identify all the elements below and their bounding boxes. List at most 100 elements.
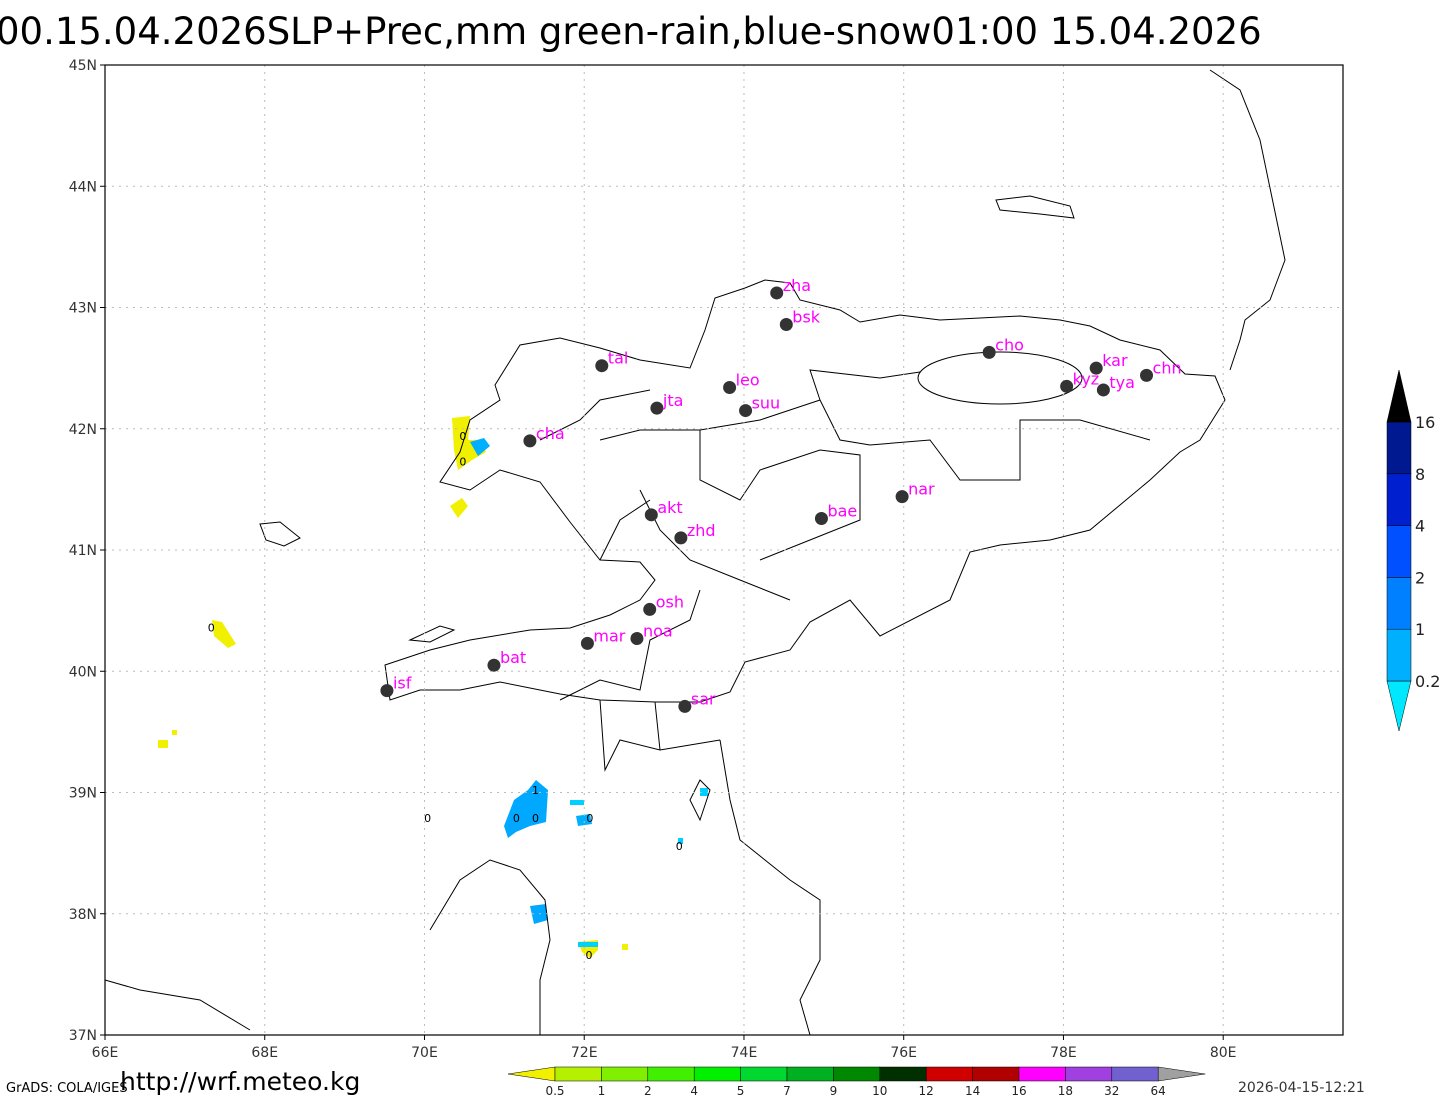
country-border — [384, 279, 1226, 703]
station-label: akt — [657, 498, 682, 517]
colorbar-label: 16 — [1415, 413, 1435, 432]
colorbar-label: 0.5 — [545, 1084, 564, 1098]
station — [643, 602, 657, 616]
station — [650, 401, 664, 415]
timestamp: 2026-04-15-12:21 — [1238, 1080, 1365, 1096]
colorbar-box — [554, 1066, 602, 1082]
colorbar-label: 7 — [783, 1084, 791, 1098]
colorbar-box — [879, 1066, 927, 1082]
station — [895, 490, 909, 504]
lake — [917, 351, 1083, 405]
station-label: cho — [995, 335, 1024, 354]
colorbar-box — [972, 1066, 1020, 1082]
station — [523, 434, 537, 448]
colorbar-box — [1386, 577, 1412, 630]
contour-label: 0 — [459, 430, 466, 443]
colorbar-box — [601, 1066, 649, 1082]
station — [644, 508, 658, 522]
title: 00.15.04.2026SLP+Prec,mm green-rain,blue… — [0, 10, 1262, 53]
colorbar-box — [925, 1066, 973, 1082]
colorbar-box — [1018, 1066, 1066, 1082]
country-border — [104, 859, 551, 1035]
station — [380, 684, 394, 698]
station — [630, 632, 644, 646]
colorbar-label: 2 — [644, 1084, 652, 1098]
colorbar-label: 1 — [598, 1084, 606, 1098]
station — [770, 286, 784, 300]
colorbar-label: 64 — [1151, 1084, 1166, 1098]
y-tick-label: 44N — [69, 179, 97, 195]
colorbar-label: 4 — [690, 1084, 698, 1098]
colorbar-box — [740, 1066, 788, 1082]
station-label: zhd — [687, 521, 716, 540]
station — [1140, 368, 1154, 382]
station — [1096, 383, 1110, 397]
station — [595, 359, 609, 373]
y-tick-label: 38N — [69, 907, 97, 923]
station-label: zha — [783, 276, 811, 295]
contour-label: 0 — [586, 949, 593, 962]
region-border — [559, 589, 721, 772]
colorbar-label: 8 — [1415, 465, 1425, 484]
station — [982, 345, 996, 359]
station — [1060, 379, 1074, 393]
contour-label: 0 — [208, 622, 215, 635]
station-label: tal — [608, 349, 629, 368]
precipitation — [158, 416, 708, 958]
station-label: leo — [736, 371, 760, 390]
x-tick-label: 78E — [1050, 1045, 1077, 1061]
station-label: jta — [662, 391, 684, 410]
station — [487, 658, 501, 672]
station — [723, 381, 737, 395]
contour-label: 0 — [513, 812, 520, 825]
colorbar-label: 4 — [1415, 517, 1425, 536]
contour-label: 1 — [532, 784, 539, 797]
station-label: mar — [593, 626, 625, 645]
x-tick-label: 68E — [251, 1045, 278, 1061]
borders — [104, 69, 1286, 1036]
colorbar-box — [1386, 421, 1412, 475]
station — [1089, 361, 1103, 375]
station — [678, 699, 692, 713]
region-border — [539, 369, 1151, 601]
colorbar-label: 0.2 — [1415, 672, 1440, 691]
colorbar-label: 10 — [872, 1084, 887, 1098]
y-tick-label: 41N — [69, 543, 97, 559]
colorbar-label: 9 — [830, 1084, 838, 1098]
station — [674, 531, 688, 545]
station-label: osh — [656, 592, 684, 611]
contour-label: 0 — [424, 812, 431, 825]
colorbar-box — [1386, 473, 1412, 526]
lake — [995, 195, 1075, 219]
colorbar-label: 5 — [737, 1084, 745, 1098]
colorbar-label: 14 — [965, 1084, 980, 1098]
station-label: kar — [1102, 351, 1128, 370]
x-tick-label: 76E — [890, 1045, 917, 1061]
x-tick-label: 74E — [731, 1045, 758, 1061]
colorbar-box — [1386, 628, 1412, 682]
y-tick-label: 45N — [69, 58, 97, 74]
plot-frame — [104, 64, 1344, 1036]
station-label: chn — [1153, 358, 1182, 377]
station-label: suu — [752, 394, 781, 413]
station-label: kyz — [1073, 369, 1100, 388]
axes: 66E 68E 70E 72E 74E 76E 78E 80E 37N 38N 39N 40N 41N 4… — [69, 58, 1343, 1061]
station-label: nar — [908, 480, 935, 499]
colorbar-box — [1386, 525, 1412, 578]
colorbar-label: 2 — [1415, 568, 1425, 587]
colorbar-triangle — [1157, 1066, 1206, 1082]
colorbar-label: 16 — [1011, 1084, 1026, 1098]
station-label: bsk — [792, 307, 820, 326]
y-tick-label: 39N — [69, 786, 97, 802]
url: http://wrf.meteo.kg — [120, 1067, 360, 1096]
colorbar-label: 1 — [1415, 620, 1425, 639]
credit: GrADS: COLA/IGES — [6, 1081, 128, 1096]
contour-label: 0 — [532, 812, 539, 825]
lake — [408, 625, 456, 643]
colorbar-box — [1111, 1066, 1159, 1082]
colorbar-box — [693, 1066, 741, 1082]
colorbar-box — [647, 1066, 695, 1082]
